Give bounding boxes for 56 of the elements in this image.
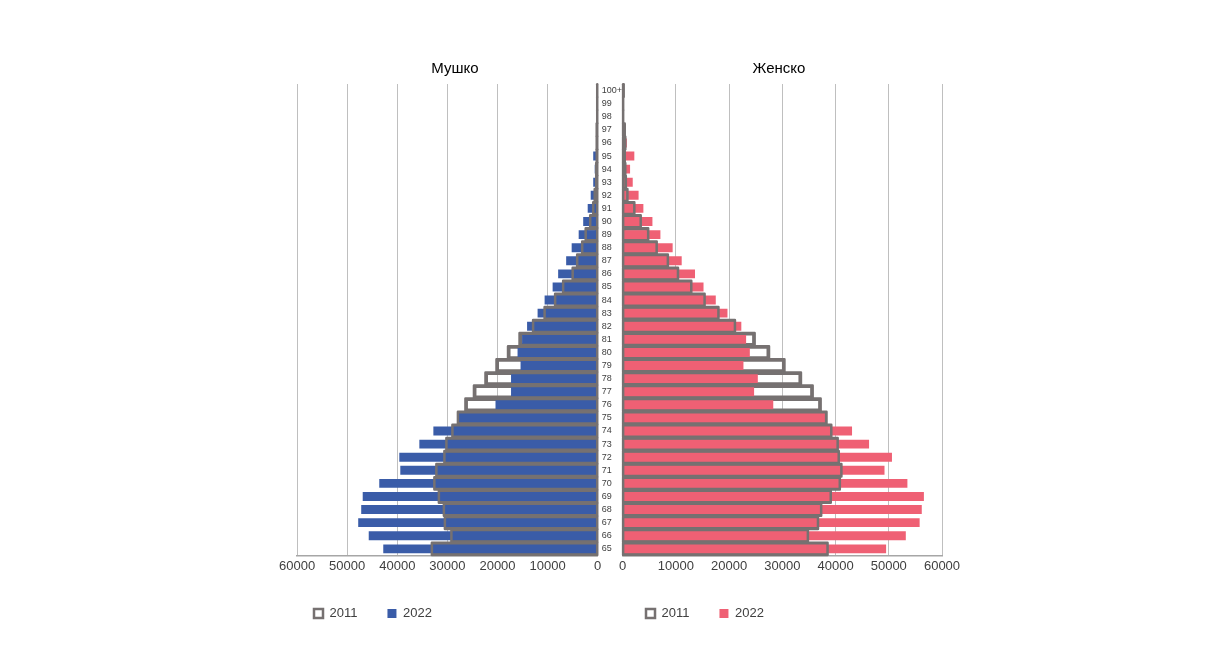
- y-tick-label: 81: [601, 333, 612, 344]
- y-tick-label: 100+: [601, 85, 623, 96]
- x-tick-label: 50000: [329, 557, 366, 573]
- y-tick-label: 89: [601, 229, 612, 240]
- y-tick-label: 90: [601, 215, 612, 226]
- y-tick-label: 83: [601, 307, 612, 318]
- x-tick-label: 20000: [479, 557, 516, 573]
- x-tick-label: 60000: [923, 557, 961, 573]
- y-tick-label: 96: [601, 137, 612, 148]
- chart-title: Мушко: [431, 59, 479, 77]
- y-tick-label: 67: [601, 517, 612, 528]
- y-tick-label: 76: [601, 399, 612, 410]
- y-tick-label: 79: [601, 360, 612, 371]
- x-tick-label: 10000: [657, 557, 694, 573]
- x-tick-label: 30000: [764, 557, 801, 573]
- y-tick-label: 97: [601, 124, 612, 135]
- y-tick-label: 75: [601, 412, 612, 423]
- x-tick-label: 50000: [870, 557, 907, 573]
- x-tick-label: 10000: [529, 557, 566, 573]
- chart-title: Женско: [752, 59, 806, 77]
- y-tick-label: 68: [601, 504, 612, 515]
- y-tick-label: 80: [601, 346, 612, 357]
- x-tick-label: 30000: [429, 557, 466, 573]
- y-tick-label: 73: [601, 438, 612, 449]
- legend-label: 2022: [402, 605, 432, 621]
- x-tick-label: 0: [594, 557, 602, 573]
- y-tick-label: 78: [601, 373, 612, 384]
- y-tick-label: 85: [601, 281, 612, 292]
- y-tick-label: 87: [601, 255, 612, 266]
- legend-label: 2011: [329, 605, 358, 621]
- y-tick-label: 95: [601, 150, 612, 161]
- y-tick-label: 71: [601, 464, 612, 475]
- legend-label: 2011: [661, 605, 690, 621]
- y-tick-label: 72: [601, 451, 612, 462]
- y-tick-label: 99: [601, 98, 612, 109]
- y-tick-label: 77: [601, 386, 612, 397]
- x-tick-label: 60000: [279, 557, 316, 573]
- y-tick-label: 69: [601, 490, 612, 501]
- y-tick-label: 88: [601, 242, 612, 253]
- y-tick-label: 93: [601, 176, 612, 187]
- y-tick-label: 74: [601, 425, 612, 436]
- y-tick-label: 70: [601, 477, 612, 488]
- x-tick-label: 40000: [817, 557, 854, 573]
- y-tick-label: 65: [601, 543, 612, 554]
- y-tick-label: 86: [601, 268, 612, 279]
- y-tick-label: 84: [601, 294, 612, 305]
- y-tick-label: 91: [601, 202, 612, 213]
- legend-label: 2022: [734, 605, 764, 621]
- x-tick-label: 20000: [711, 557, 748, 573]
- y-tick-label: 66: [601, 530, 612, 541]
- y-tick-label: 82: [601, 320, 612, 331]
- x-tick-label: 0: [619, 557, 627, 573]
- y-tick-label: 94: [601, 163, 612, 174]
- y-tick-label: 92: [601, 189, 612, 200]
- x-tick-label: 40000: [379, 557, 416, 573]
- y-tick-label: 98: [601, 111, 612, 122]
